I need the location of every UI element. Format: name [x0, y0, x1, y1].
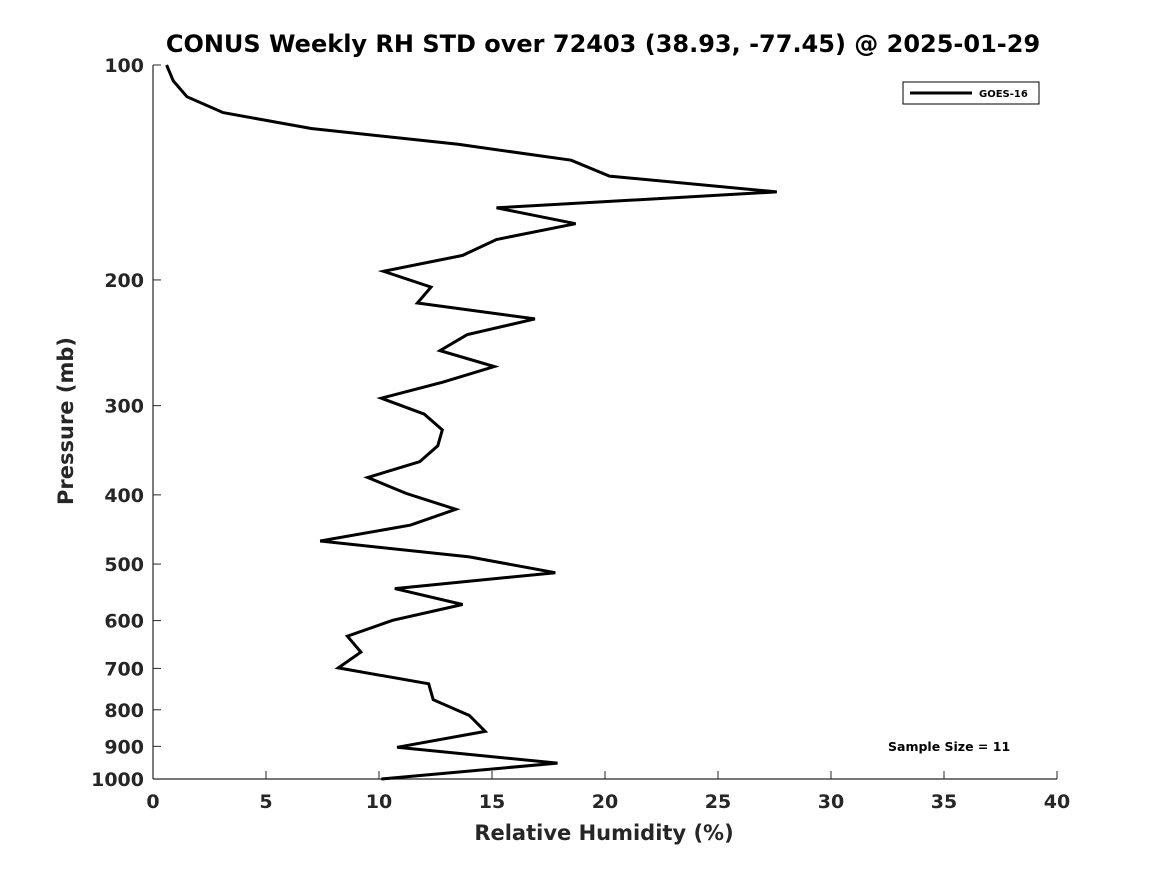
y-tick-label: 900 — [104, 736, 144, 758]
x-tick-label: 35 — [931, 791, 957, 813]
chart-title: CONUS Weekly RH STD over 72403 (38.93, -… — [166, 30, 1040, 58]
x-tick-label: 40 — [1044, 791, 1070, 813]
x-tick-label: 10 — [366, 791, 392, 813]
y-tick-label: 500 — [104, 554, 144, 576]
legend: GOES-16 — [902, 81, 1040, 105]
x-tick-label: 5 — [259, 791, 272, 813]
x-tick-label: 15 — [479, 791, 505, 813]
series-line-goes-16 — [165, 64, 777, 781]
y-tick-label: 200 — [104, 270, 144, 292]
x-tick-label: 0 — [146, 791, 159, 813]
series-group — [165, 64, 777, 781]
x-tick-label: 20 — [592, 791, 618, 813]
tick-group: 0 5 10 15 20 25 30 35 40 100 200 300 400 500 600 700 800… — [91, 55, 1070, 813]
x-tick-label: 25 — [705, 791, 731, 813]
y-tick-label: 700 — [104, 658, 144, 680]
x-tick-label: 30 — [818, 791, 844, 813]
y-tick-label: 800 — [104, 700, 144, 722]
y-tick-label: 400 — [104, 485, 144, 507]
y-axis-label: Pressure (mb) — [54, 337, 78, 505]
y-tick-label: 600 — [104, 611, 144, 633]
y-tick-label: 100 — [104, 55, 144, 77]
sample-size-annotation: Sample Size = 11 — [888, 739, 1010, 754]
y-tick-label: 1000 — [91, 769, 144, 791]
legend-label-goes16: GOES-16 — [979, 89, 1028, 100]
y-tick-label: 300 — [104, 396, 144, 418]
x-axis-label: Relative Humidity (%) — [474, 821, 733, 845]
